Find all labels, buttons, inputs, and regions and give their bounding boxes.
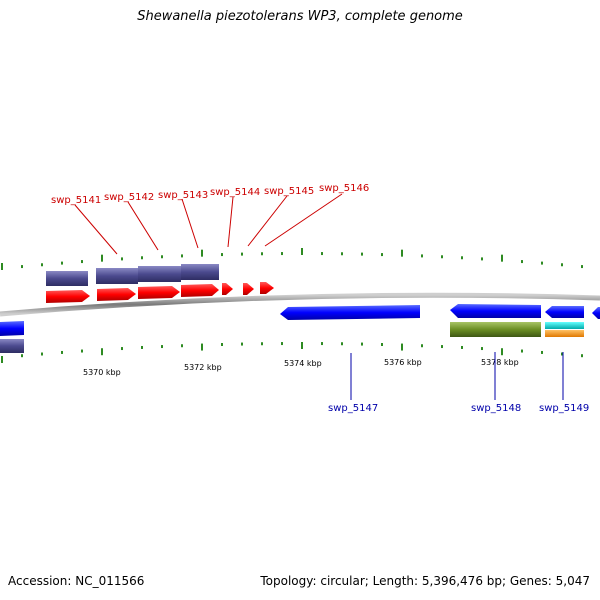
gene-swp-5148[interactable] [450,322,541,337]
blue-gene[interactable] [450,304,541,318]
blue-gene[interactable] [592,307,600,319]
gene-label-swp-5142[interactable]: swp_5142 [104,192,154,203]
purple-gene[interactable] [96,268,138,284]
purple-gene[interactable] [0,339,24,353]
gene-labels-bottom: swp_5147 swp_5148 swp_5149 [328,403,589,414]
kbp-label-row: 5370 kbp 5372 kbp 5374 kbp 5376 kbp 5378… [83,358,519,377]
purple-gene[interactable] [46,271,88,286]
gene-label-swp-5148[interactable]: swp_5148 [471,403,521,414]
genome-backbone [0,292,600,317]
gene-swp-5146[interactable] [243,283,254,295]
red-gene[interactable] [260,282,274,294]
kbp-label: 5376 kbp [384,358,422,367]
blue-gene-row [0,304,600,336]
purple-gene[interactable] [138,266,181,282]
leader-lines-top [74,193,343,255]
gene-label-swp-5146[interactable]: swp_5146 [319,183,369,194]
kbp-label: 5378 kbp [481,358,519,367]
gene-labels-top: swp_5141 swp_5142 swp_5143 swp_5144 swp_… [51,183,369,206]
gene-swp-5144[interactable] [181,284,219,297]
tick-row-top [1,248,583,270]
gene-swp-5145[interactable] [222,283,233,295]
red-gene-row [46,282,274,303]
gene-label-swp-5144[interactable]: swp_5144 [210,187,260,198]
kbp-label: 5374 kbp [284,359,322,368]
kbp-label: 5370 kbp [83,368,121,377]
genome-stats-text: Topology: circular; Length: 5,396,476 bp… [260,574,590,588]
gene-swp-5147[interactable] [280,305,420,320]
map-title: Shewanella piezotolerans WP3, complete g… [137,9,463,24]
blue-gene[interactable] [545,306,584,318]
gene-swp-5149[interactable] [545,322,584,329]
kbp-label: 5372 kbp [184,363,222,372]
tick-row-bottom [1,342,583,363]
leader-lines-bottom [350,352,564,400]
purple-gene[interactable] [181,264,219,280]
gene-label-swp-5149[interactable]: swp_5149 [539,403,589,414]
gene-swp-5142[interactable] [97,288,136,301]
gene-swp-5141[interactable] [46,290,90,303]
gene-swp-5143[interactable] [138,286,180,299]
purple-gene-row [46,264,219,286]
bottom-outer-gene-row [0,322,584,353]
accession-text: Accession: NC_011566 [8,574,145,588]
gene-label-swp-5143[interactable]: swp_5143 [158,190,208,201]
gene-label-swp-5147[interactable]: swp_5147 [328,403,378,414]
gene-label-swp-5145[interactable]: swp_5145 [264,186,314,197]
gene-label-swp-5141[interactable]: swp_5141 [51,195,101,206]
blue-gene[interactable] [0,321,24,336]
orange-gene[interactable] [545,330,584,337]
